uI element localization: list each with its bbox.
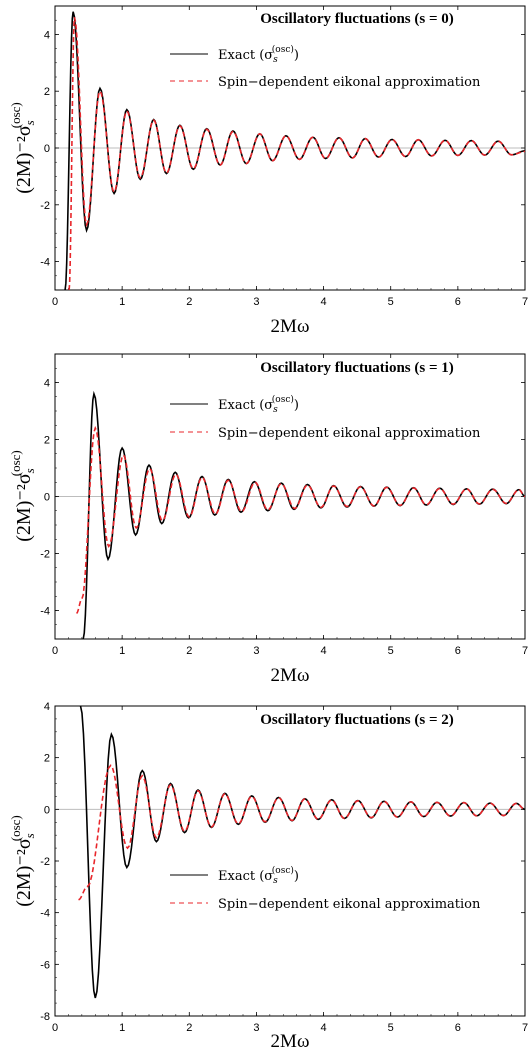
x-tick-label: 6 xyxy=(455,1022,461,1034)
x-axis-label: 2Mω xyxy=(271,1031,310,1052)
legend-label-exact: Exact (σs(osc)) xyxy=(218,865,299,886)
x-tick-label: 4 xyxy=(321,1022,327,1034)
legend-label-eikonal: Spin−dependent eikonal approximation xyxy=(218,75,481,90)
x-tick-label: 3 xyxy=(253,645,259,657)
x-axis-label: 2Mω xyxy=(271,316,310,337)
series-lines xyxy=(76,390,525,639)
y-tick-label: 4 xyxy=(44,701,50,713)
x-tick-label: 6 xyxy=(455,645,461,657)
x-axis-label: 2Mω xyxy=(271,665,310,686)
x-tick-label: 3 xyxy=(253,1022,259,1034)
legend-label-eikonal: Spin−dependent eikonal approximation xyxy=(218,426,481,441)
series-eikonal-line xyxy=(78,764,525,901)
chart-title: Oscillatory fluctuations (s = 0) xyxy=(260,11,454,27)
x-tick-label: 1 xyxy=(119,296,125,308)
chart-title: Oscillatory fluctuations (s = 1) xyxy=(260,360,454,376)
y-tick-label: 2 xyxy=(44,753,50,765)
y-tick-label: 0 xyxy=(44,492,50,504)
y-tick-label: -6 xyxy=(40,959,50,971)
y-tick-label: 0 xyxy=(44,804,50,816)
legend: Exact (σs(osc)) Spin−dependent eikonal a… xyxy=(170,865,481,912)
chart-panel-s0: 0 1 2 3 4 5 6 7 -4 -2 0 2 4 Oscillatory fluctuations… xyxy=(8,5,528,337)
x-tick-label: 0 xyxy=(52,1022,58,1034)
y-tick-label: -4 xyxy=(40,257,50,269)
legend: Exact (σs(osc)) Spin−dependent eikonal a… xyxy=(170,394,481,441)
y-tick-label: -8 xyxy=(40,1011,50,1023)
legend-label-exact: Exact (σs(osc)) xyxy=(218,44,299,65)
series-eikonal-line xyxy=(76,425,525,615)
chart-panel-s2: 0 1 2 3 4 5 6 7 -8 -6 -4 -2 0 2 4 Oscillatory fluctuat… xyxy=(8,701,528,1052)
y-tick-label: -4 xyxy=(40,606,50,618)
x-tick-label: 5 xyxy=(388,645,394,657)
x-tick-label: 0 xyxy=(52,645,58,657)
x-tick-label: 2 xyxy=(186,296,192,308)
axis-ticks: 0 1 2 3 4 5 6 7 -4 -2 0 2 4 xyxy=(40,353,528,657)
y-tick-label: -2 xyxy=(40,856,50,868)
series-eikonal-line xyxy=(68,17,525,290)
legend-label-exact: Exact (σs(osc)) xyxy=(218,394,299,415)
x-tick-label: 7 xyxy=(522,1022,528,1034)
y-tick-label: -2 xyxy=(40,200,50,212)
y-tick-label: 2 xyxy=(44,435,50,447)
y-tick-label: 4 xyxy=(44,29,50,41)
y-axis-label: (2M)⁻²σs(osc) xyxy=(8,102,37,194)
x-tick-label: 2 xyxy=(186,1022,192,1034)
legend-label-eikonal: Spin−dependent eikonal approximation xyxy=(218,897,481,912)
x-tick-label: 4 xyxy=(321,645,327,657)
y-axis-label: (2M)⁻²σs(osc) xyxy=(8,450,37,542)
x-tick-label: 6 xyxy=(455,296,461,308)
y-tick-label: 4 xyxy=(44,378,50,390)
x-tick-label: 5 xyxy=(388,1022,394,1034)
y-tick-label: -4 xyxy=(40,908,50,920)
x-tick-label: 3 xyxy=(253,296,259,308)
x-tick-label: 7 xyxy=(522,645,528,657)
y-axis-label: (2M)⁻²σs(osc) xyxy=(8,815,37,907)
axis-ticks: 0 1 2 3 4 5 6 7 -4 -2 0 2 4 xyxy=(40,5,528,308)
x-tick-label: 1 xyxy=(119,645,125,657)
x-tick-label: 4 xyxy=(321,296,327,308)
chart-panel-s1: 0 1 2 3 4 5 6 7 -4 -2 0 2 4 Oscillatory fluctuations… xyxy=(8,353,528,686)
x-tick-label: 2 xyxy=(186,645,192,657)
legend: Exact (σs(osc)) Spin−dependent eikonal a… xyxy=(170,44,481,90)
x-tick-label: 0 xyxy=(52,296,58,308)
x-tick-label: 5 xyxy=(388,296,394,308)
y-tick-label: -2 xyxy=(40,549,50,561)
chart-title: Oscillatory fluctuations (s = 2) xyxy=(260,712,454,728)
axis-ticks: 0 1 2 3 4 5 6 7 -8 -6 -4 -2 0 2 4 xyxy=(40,701,528,1034)
x-tick-label: 7 xyxy=(522,296,528,308)
series-lines xyxy=(78,706,525,999)
x-tick-label: 1 xyxy=(119,1022,125,1034)
series-lines xyxy=(64,11,525,290)
y-tick-label: 0 xyxy=(44,143,50,155)
y-tick-label: 2 xyxy=(44,86,50,98)
plot-frame xyxy=(54,705,526,1017)
